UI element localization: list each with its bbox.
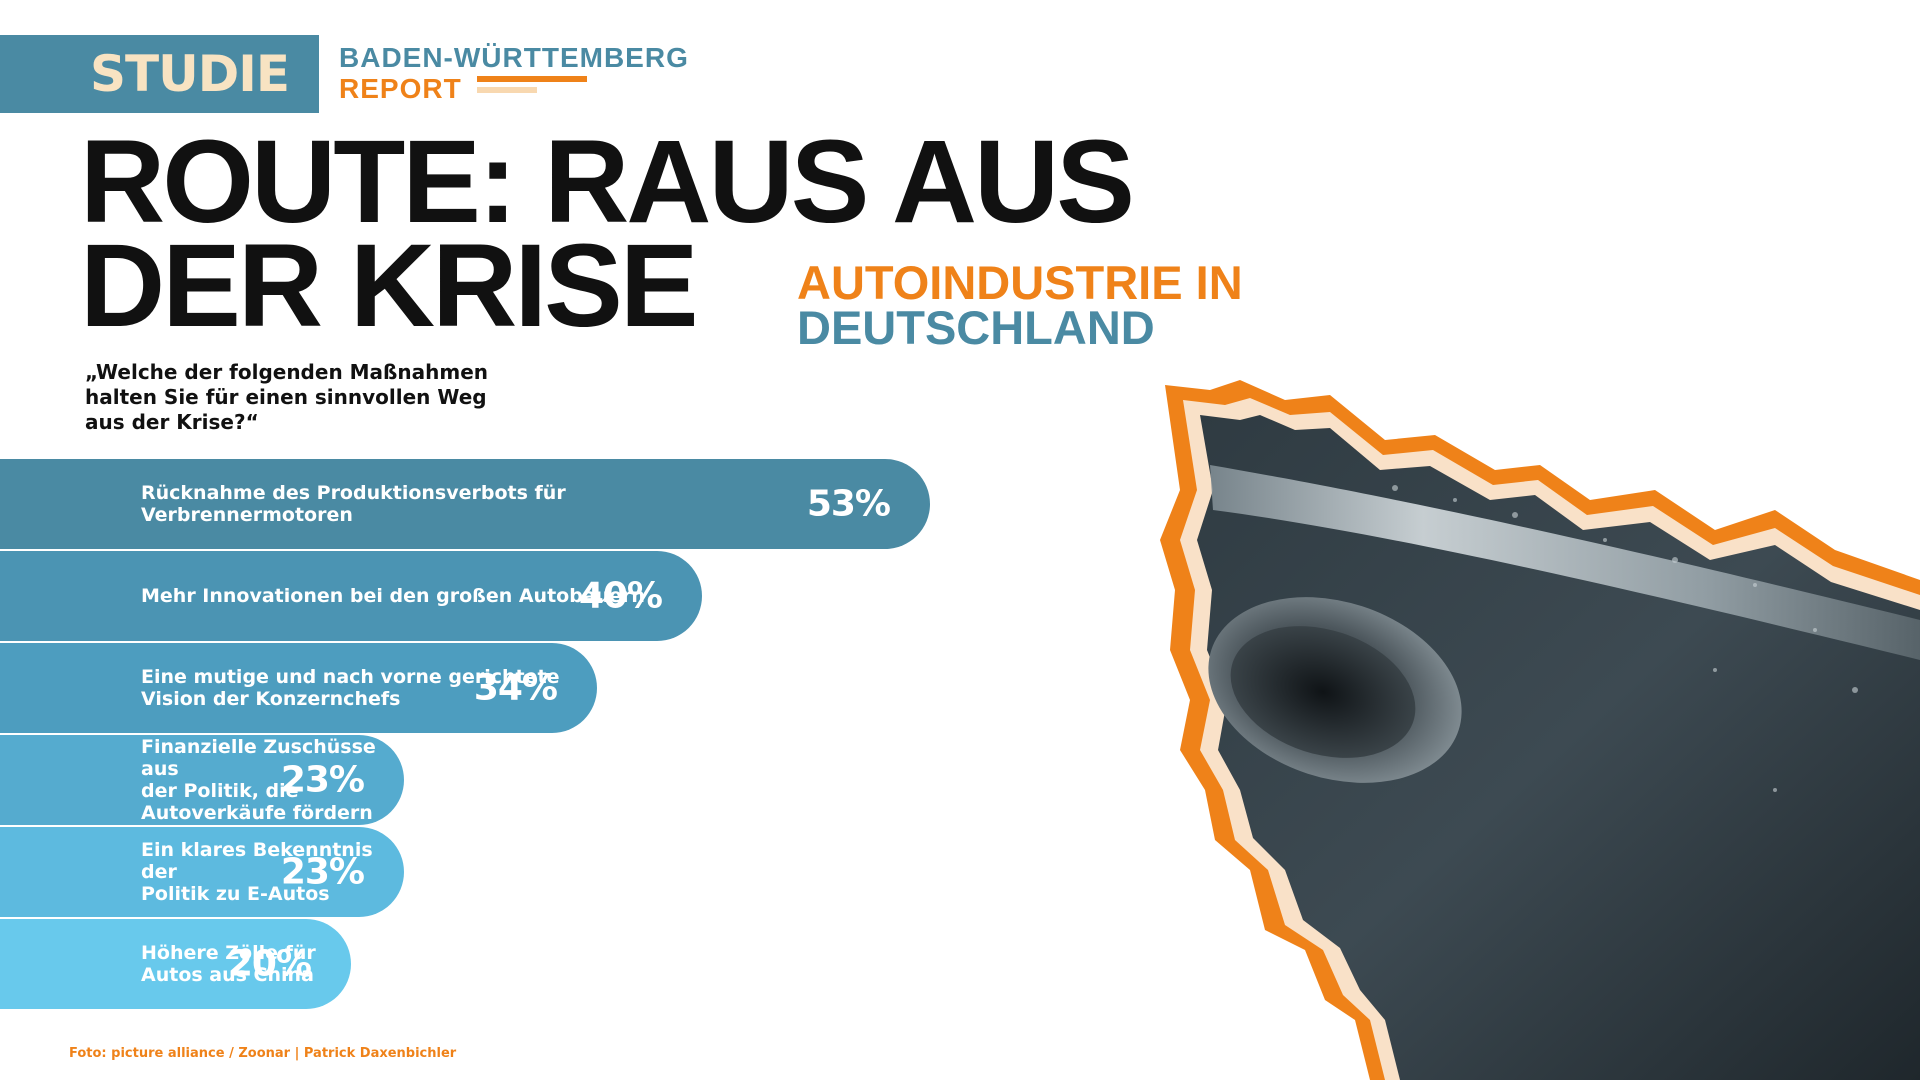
bar-label: Höhere Zölle für Autos aus China xyxy=(141,942,316,986)
subheadline-line-2: DEUTSCHLAND xyxy=(797,301,1155,354)
bar-value-label: 40% xyxy=(578,575,663,617)
bar: Ein klares Bekenntnis der Politik zu E-A… xyxy=(0,827,404,917)
bar: Mehr Innovationen bei den großen Autobau… xyxy=(0,551,702,641)
logo-line-orange xyxy=(477,76,587,82)
page-title: ROUTE: RAUS AUS DER KRISE xyxy=(80,116,1135,352)
chrome-trim xyxy=(1210,465,1920,660)
water-droplets xyxy=(1392,485,1858,792)
bar: Rücknahme des Produktionsverbots für Ver… xyxy=(0,459,930,549)
bar-value-label: 23% xyxy=(280,759,365,801)
bar-label: Mehr Innovationen bei den großen Autobau… xyxy=(141,585,645,607)
bar-value-label: 34% xyxy=(473,667,558,709)
report-subtitle: REPORT xyxy=(339,73,462,104)
headline-line-2: DER KRISE xyxy=(80,220,699,352)
subheadline-line-1: AUTOINDUSTRIE IN xyxy=(797,256,1243,309)
bar: Höhere Zölle für Autos aus China 20% xyxy=(0,919,351,1009)
exhaust-opening xyxy=(1230,626,1416,758)
bar-label: Ein klares Bekenntnis der Politik zu E-A… xyxy=(141,839,373,905)
bar-label: Finanzielle Zuschüsse aus der Politik, d… xyxy=(141,736,376,824)
bar-value-label: 53% xyxy=(806,483,891,525)
bar-value-label: 23% xyxy=(280,851,365,893)
headline-line-1: ROUTE: RAUS AUS xyxy=(80,116,1135,248)
bar-label: Rücknahme des Produktionsverbots für Ver… xyxy=(141,482,566,526)
subheadline: AUTOINDUSTRIE IN DEUTSCHLAND xyxy=(797,256,1243,354)
studie-badge: STUDIE xyxy=(0,35,319,113)
report-logo-lines xyxy=(477,76,587,98)
bar-value-label: 20% xyxy=(227,943,312,985)
report-logo: BADEN-WÜRTTEMBERG REPORT xyxy=(339,42,689,104)
bar-label: Eine mutige und nach vorne gerichtete Vi… xyxy=(141,666,560,710)
photo-credit: Foto: picture alliance / Zoonar | Patric… xyxy=(69,1046,457,1061)
bar: Eine mutige und nach vorne gerichtete Vi… xyxy=(0,643,597,733)
survey-question: „Welche der folgenden Maßnahmen halten S… xyxy=(85,360,489,434)
studie-label: STUDIE xyxy=(90,45,290,103)
bar: Finanzielle Zuschüsse aus der Politik, d… xyxy=(0,735,404,825)
logo-line-beige xyxy=(477,87,537,93)
exhaust-photo xyxy=(1160,380,1920,1080)
report-title: BADEN-WÜRTTEMBERG xyxy=(339,42,689,73)
